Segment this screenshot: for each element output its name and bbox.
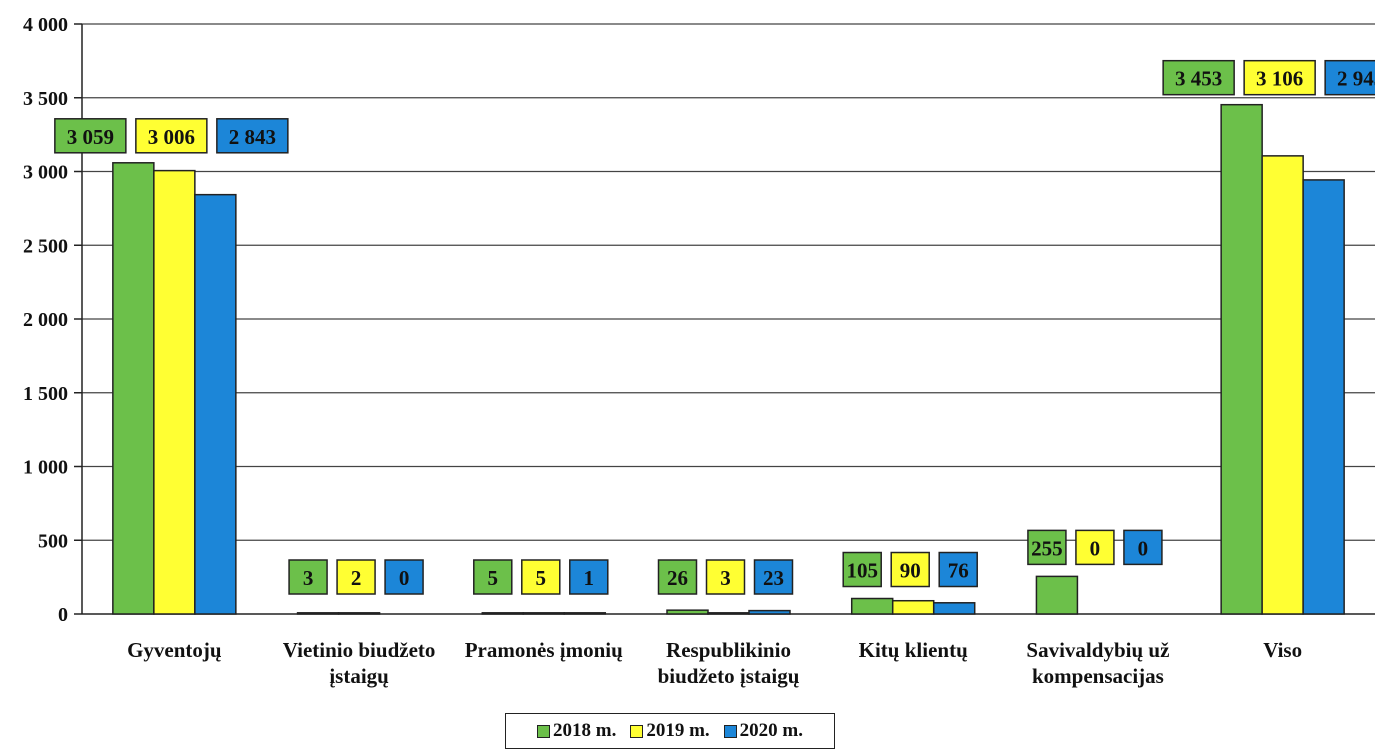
data-label: 2 943: [1337, 67, 1375, 91]
bar: [1261, 155, 1304, 615]
data-label-box: [890, 551, 930, 588]
y-tick-label: 0: [58, 604, 68, 626]
data-label-box: [753, 559, 794, 595]
y-tick-label: 3 000: [23, 162, 68, 184]
data-label: 76: [948, 559, 969, 583]
bar: [337, 612, 381, 615]
bar: [296, 612, 340, 615]
data-label: 90: [900, 559, 921, 583]
data-label: 3 106: [1256, 67, 1303, 91]
bar: [1220, 103, 1263, 615]
bar: [112, 162, 155, 615]
y-tick-label: 2 000: [23, 309, 68, 331]
y-tick-label: 2 500: [23, 235, 68, 257]
data-label-box: [1162, 59, 1235, 96]
data-label: 3 453: [1175, 67, 1222, 91]
legend-label-2018: 2018 m.: [553, 720, 617, 741]
data-label-box: [1123, 529, 1163, 566]
category-label: Gyventojų: [127, 638, 222, 662]
data-label: 0: [399, 566, 410, 590]
data-label-box: [216, 118, 289, 154]
bar: [1035, 575, 1079, 615]
legend-swatch-2020: [723, 724, 737, 738]
data-label-box: [842, 551, 882, 588]
data-label: 5: [536, 566, 547, 590]
category-label: Savivaldybių už: [1026, 638, 1169, 662]
data-label: 3 006: [148, 125, 195, 149]
data-label-box: [384, 559, 424, 595]
legend-swatch-2018: [537, 724, 550, 738]
category-label: Pramonės įmonių: [465, 638, 623, 662]
legend-item-2018: 2018 m.: [537, 720, 616, 742]
data-label-box: [1243, 59, 1316, 96]
legend-label-2020: 2020 m.: [739, 720, 803, 741]
data-label: 3: [303, 566, 314, 590]
category-label: Vietinio biudžeto: [283, 638, 436, 662]
category-label: biudžeto įstaigų: [658, 664, 800, 688]
data-label: 2 843: [229, 125, 276, 149]
bar: [666, 609, 709, 615]
data-label-box: [1075, 529, 1115, 566]
bar: [707, 612, 750, 615]
data-label-box: [657, 559, 698, 595]
data-label-box: [569, 559, 609, 595]
data-label: 255: [1031, 536, 1063, 560]
category-label: įstaigų: [329, 664, 389, 688]
data-label: 5: [488, 566, 499, 590]
data-label-box: [54, 118, 127, 154]
data-label: 3 059: [67, 125, 114, 149]
bar: [481, 612, 525, 615]
bar: [891, 599, 935, 615]
data-label-box: [288, 559, 328, 595]
data-label: 0: [1138, 536, 1149, 560]
data-label-box: [135, 118, 208, 154]
y-tick-label: 500: [38, 530, 68, 552]
data-label-box: [1027, 529, 1067, 566]
legend-label-2019: 2019 m.: [646, 720, 710, 741]
y-tick-label: 3 500: [23, 88, 68, 110]
data-label-box: [336, 559, 376, 595]
data-label: 3: [720, 566, 731, 590]
bar: [748, 609, 791, 615]
bar: [1302, 179, 1345, 615]
data-label: 0: [1090, 536, 1101, 560]
legend-swatch-2019: [630, 724, 644, 738]
category-label: Viso: [1263, 638, 1302, 662]
y-tick-label: 1 500: [23, 383, 68, 405]
bar: [850, 597, 894, 615]
data-label: 2: [351, 566, 362, 590]
data-label-box: [705, 559, 746, 595]
bar: [194, 193, 237, 615]
bar: [522, 612, 566, 615]
category-label: kompensacijas: [1032, 664, 1164, 688]
bar: [932, 602, 976, 615]
data-label: 105: [846, 559, 878, 583]
data-label: 23: [763, 566, 784, 590]
data-label-box: [473, 559, 513, 595]
bar: [153, 169, 196, 615]
data-label: 26: [667, 566, 688, 590]
data-label-box: [521, 559, 561, 595]
data-label-box: [1324, 59, 1375, 96]
legend: 2018 m. 2019 m. 2020 m.: [505, 713, 835, 749]
category-label: Respublikinio: [666, 638, 791, 662]
bar: [563, 612, 607, 615]
y-tick-label: 1 000: [23, 457, 68, 479]
legend-item-2020: 2020 m.: [723, 720, 803, 742]
category-label: Kitų klientų: [859, 638, 968, 662]
data-label-box: [938, 551, 978, 588]
legend-item-2019: 2019 m.: [630, 720, 710, 742]
y-tick-label: 4 000: [23, 14, 68, 36]
data-label: 1: [584, 566, 595, 590]
